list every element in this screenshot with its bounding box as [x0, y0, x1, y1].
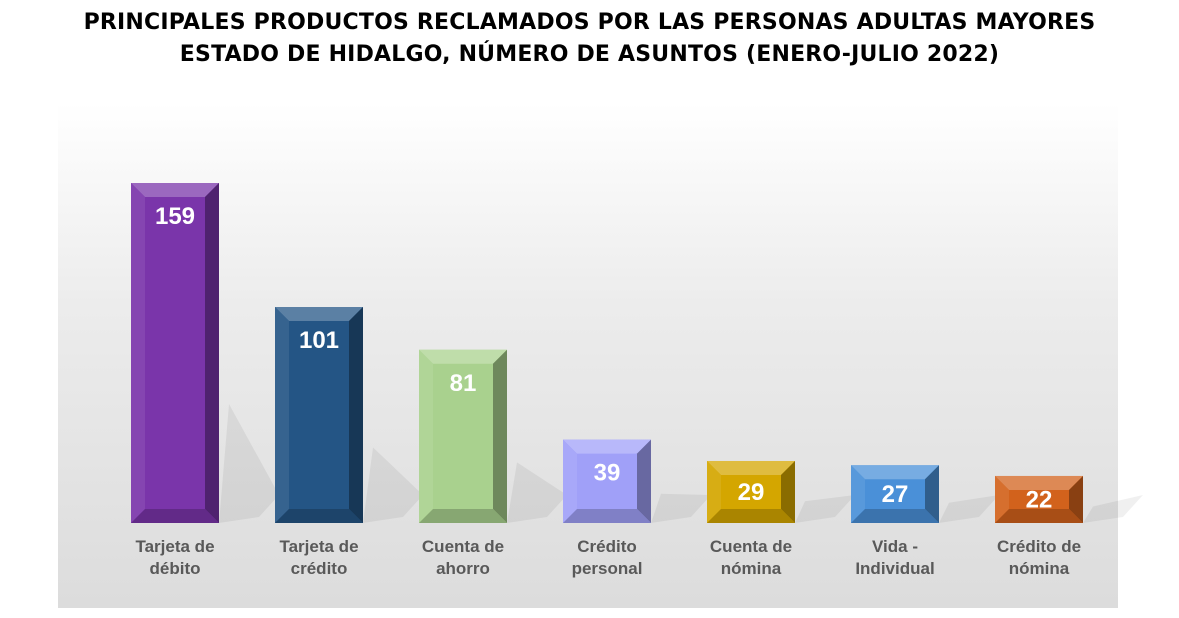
bar-bevel-bottom: [707, 509, 795, 523]
data-label: 159: [155, 203, 195, 230]
bar-bevel-bottom: [995, 509, 1083, 523]
bar-bevel-right: [1069, 475, 1083, 523]
bar-bevel-left: [563, 439, 577, 523]
bar-0: [131, 183, 279, 523]
bar-bevel-right: [781, 460, 795, 523]
plot-area: [58, 103, 1118, 608]
bar-bevel-bottom: [563, 509, 651, 523]
bar-bevel-bottom: [275, 509, 363, 523]
bar-bevel-left: [707, 460, 721, 523]
bar-shadow: [363, 447, 423, 523]
bar-6: [995, 475, 1143, 523]
bar-face: [275, 307, 363, 523]
bar-3: [563, 439, 711, 523]
x-tick-label: débito: [150, 559, 201, 578]
bar-shadow: [1083, 495, 1143, 523]
bar-bevel-top: [419, 349, 507, 364]
data-label: 39: [594, 460, 621, 487]
bar-bevel-bottom: [131, 509, 219, 523]
x-tick-label: personal: [572, 559, 643, 578]
data-label: 81: [450, 370, 477, 397]
bar-4: [707, 460, 855, 523]
bar-bevel-left: [851, 465, 865, 523]
bar-bevel-right: [493, 349, 507, 523]
bar-bevel-bottom: [419, 509, 507, 523]
x-tick-label: nómina: [721, 559, 782, 578]
x-tick-label: Individual: [855, 559, 934, 578]
chart-title: PRINCIPALES PRODUCTOS RECLAMADOS POR LAS…: [83, 10, 1096, 35]
data-label: 101: [299, 327, 339, 354]
bar-5: [851, 465, 999, 523]
bar-bevel-left: [131, 183, 145, 523]
x-tick-label: Tarjeta de: [135, 537, 214, 556]
bar-bevel-top: [851, 465, 939, 480]
x-tick-label: ahorro: [436, 559, 490, 578]
bar-2: [419, 349, 567, 523]
bar-face: [419, 349, 507, 523]
bar-shadow: [507, 462, 567, 523]
bar-shadow: [795, 495, 855, 523]
data-label: 22: [1026, 486, 1053, 513]
bar-bevel-top: [563, 439, 651, 454]
bar-bevel-bottom: [851, 509, 939, 523]
x-tick-label: nómina: [1009, 559, 1070, 578]
bar-bevel-top: [131, 183, 219, 197]
bar-shadow: [939, 495, 999, 523]
x-tick-label: Cuenta de: [422, 537, 504, 556]
bar-bevel-right: [925, 465, 939, 523]
bar-face: [131, 183, 219, 523]
x-tick-label: Crédito de: [997, 537, 1081, 556]
chart-subtitle: ESTADO DE HIDALGO, NÚMERO DE ASUNTOS (EN…: [179, 42, 1000, 67]
bar-bevel-right: [637, 439, 651, 523]
bar-bevel-left: [419, 349, 433, 523]
bar-bevel-top: [275, 307, 363, 322]
bar-shadow: [219, 404, 279, 523]
x-tick-label: Vida -: [872, 537, 918, 556]
data-label: 27: [882, 481, 909, 508]
bar-bevel-right: [349, 307, 363, 523]
bar-bevel-left: [995, 475, 1009, 523]
bar-bevel-right: [205, 183, 219, 523]
bar-bevel-top: [995, 475, 1083, 490]
x-tick-label: Tarjeta de: [279, 537, 358, 556]
x-tick-label: Cuenta de: [710, 537, 792, 556]
x-tick-label: Crédito: [577, 537, 637, 556]
bar-1: [275, 307, 423, 523]
data-label: 29: [738, 479, 765, 506]
bar-bevel-left: [275, 307, 289, 523]
x-tick-label: crédito: [291, 559, 348, 578]
bar-shadow: [651, 493, 711, 523]
bar-bevel-top: [707, 460, 795, 475]
